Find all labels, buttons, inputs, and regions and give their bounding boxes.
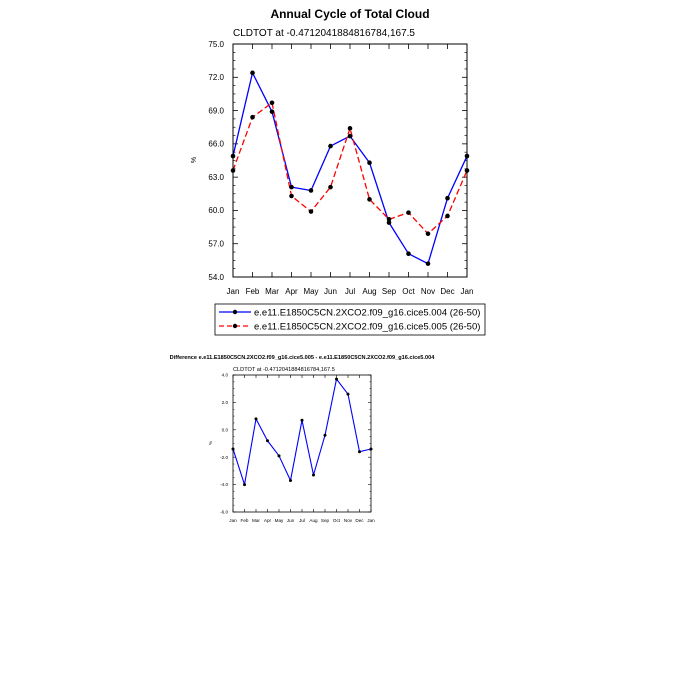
- y-tick-label: 60.0: [208, 206, 224, 215]
- x-tick-label: Dec: [440, 287, 454, 296]
- legend-box: [214, 303, 486, 336]
- y-tick-label: 69.0: [208, 106, 224, 115]
- data-point: [243, 483, 246, 487]
- x-tick-label: Sep: [382, 287, 397, 296]
- x-tick-label: Aug: [362, 287, 376, 296]
- data-point: [406, 251, 411, 256]
- x-tick-label: Feb: [246, 287, 260, 296]
- data-point: [386, 217, 392, 222]
- data-point: [328, 184, 333, 190]
- y-tick-label: 63.0: [208, 173, 224, 182]
- data-point: [367, 197, 372, 202]
- main-chart-frame: [232, 43, 468, 278]
- legend: e.e11.E1850C5CN.2XCO2.f09_g16.cice5.004 …: [214, 303, 486, 336]
- y-tick-label: 2.0: [222, 400, 229, 405]
- x-tick-label: Oct: [333, 518, 341, 523]
- y-tick-label: 72.0: [208, 73, 224, 82]
- x-tick-label: Oct: [402, 287, 415, 296]
- data-point: [346, 392, 350, 396]
- data-point: [269, 109, 275, 114]
- difference-chart-title: Difference e.e11.E1850C5CN.2XCO2.f09_g16…: [170, 355, 436, 361]
- main-chart: Annual Cycle of Total Cloud CLDTOT at -0…: [191, 7, 473, 296]
- x-tick-label: Jun: [287, 518, 295, 523]
- main-chart-axes: 54.0 57.0 60.0 63.0 66.0 69.0 72.0 75.0 Jan Feb Ma…: [208, 40, 473, 296]
- legend-marker-004: [232, 309, 238, 315]
- data-point: [347, 133, 353, 139]
- x-tick-label: May: [303, 287, 318, 296]
- y-tick-label: 66.0: [208, 140, 224, 149]
- data-point: [254, 417, 258, 421]
- y-tick-label: 0.0: [222, 427, 229, 432]
- series-line-0: [232, 378, 372, 486]
- y-tick-label: -2.0: [220, 455, 228, 460]
- x-tick-label: Nov: [421, 287, 435, 296]
- x-tick-label: Dec: [355, 518, 364, 523]
- x-tick-label: May: [275, 518, 284, 523]
- data-point: [289, 478, 292, 482]
- data-point: [250, 70, 255, 76]
- data-point: [312, 473, 315, 477]
- y-tick-label: 75.0: [208, 40, 224, 49]
- data-point: [445, 195, 450, 201]
- x-tick-label: Mar: [265, 287, 279, 296]
- data-point: [425, 261, 431, 266]
- x-tick-label: Jan: [227, 287, 240, 296]
- x-tick-label: Mar: [252, 518, 260, 523]
- data-point: [266, 439, 269, 443]
- difference-chart: Difference e.e11.E1850C5CN.2XCO2.f09_g16…: [170, 355, 436, 523]
- x-tick-label: Nov: [344, 518, 353, 523]
- data-point: [425, 231, 431, 237]
- y-tick-label: 57.0: [208, 240, 224, 249]
- x-tick-label: Jun: [324, 287, 337, 296]
- x-tick-label: Apr: [264, 518, 272, 523]
- main-chart-ylabel: %: [191, 157, 198, 163]
- difference-chart-series: [231, 377, 373, 487]
- x-tick-label: Jan: [229, 518, 237, 523]
- difference-chart-frame: [232, 374, 372, 513]
- data-point: [308, 188, 314, 193]
- legend-entry-005: e.e11.E1850C5CN.2XCO2.f09_g16.cice5.005 …: [219, 322, 480, 333]
- data-point: [289, 184, 294, 190]
- x-tick-label: Aug: [309, 518, 318, 523]
- data-point: [347, 126, 353, 131]
- legend-entry-004: e.e11.E1850C5CN.2XCO2.f09_g16.cice5.004 …: [219, 308, 480, 319]
- x-tick-label: Apr: [285, 287, 298, 296]
- x-tick-label: Jul: [299, 518, 305, 523]
- data-point: [328, 143, 333, 149]
- series-line-1: [232, 102, 468, 235]
- y-tick-label: -4.0: [220, 482, 228, 487]
- data-point: [367, 160, 372, 166]
- y-tick-label: -6.0: [220, 510, 228, 515]
- legend-label-004: e.e11.E1850C5CN.2XCO2.f09_g16.cice5.004 …: [254, 308, 480, 319]
- data-point: [289, 193, 294, 199]
- x-tick-label: Jan: [367, 518, 375, 523]
- series-line-0: [232, 72, 468, 265]
- data-point: [269, 100, 275, 106]
- data-point: [323, 433, 327, 437]
- data-point: [335, 377, 338, 381]
- data-point: [277, 454, 281, 458]
- x-tick-label: Jan: [461, 287, 474, 296]
- data-point: [406, 210, 411, 215]
- y-tick-label: 4.0: [222, 373, 229, 378]
- data-point: [250, 114, 255, 120]
- legend-marker-005: [232, 323, 238, 329]
- y-tick-label: 54.0: [208, 273, 224, 282]
- data-point: [445, 213, 450, 219]
- data-point: [386, 220, 392, 225]
- data-point: [308, 209, 314, 214]
- difference-chart-subtitle: CLDTOT at -0.4712041884816784,167.5: [233, 367, 335, 373]
- difference-chart-ylabel: %: [208, 441, 213, 445]
- main-chart-subtitle: CLDTOT at -0.4712041884816784,167.5: [233, 28, 415, 39]
- legend-label-005: e.e11.E1850C5CN.2XCO2.f09_g16.cice5.005 …: [254, 322, 480, 333]
- data-point: [300, 418, 304, 422]
- difference-chart-axes: -6.0 -4.0 -2.0 0.0 2.0 4.0 Jan Feb Mar Apr May Jun J…: [220, 373, 375, 523]
- main-chart-series: [230, 70, 470, 266]
- x-tick-label: Jul: [345, 287, 355, 296]
- x-tick-label: Sep: [321, 518, 330, 523]
- main-chart-title: Annual Cycle of Total Cloud: [270, 7, 429, 21]
- data-point: [358, 450, 361, 454]
- x-tick-label: Feb: [241, 518, 249, 523]
